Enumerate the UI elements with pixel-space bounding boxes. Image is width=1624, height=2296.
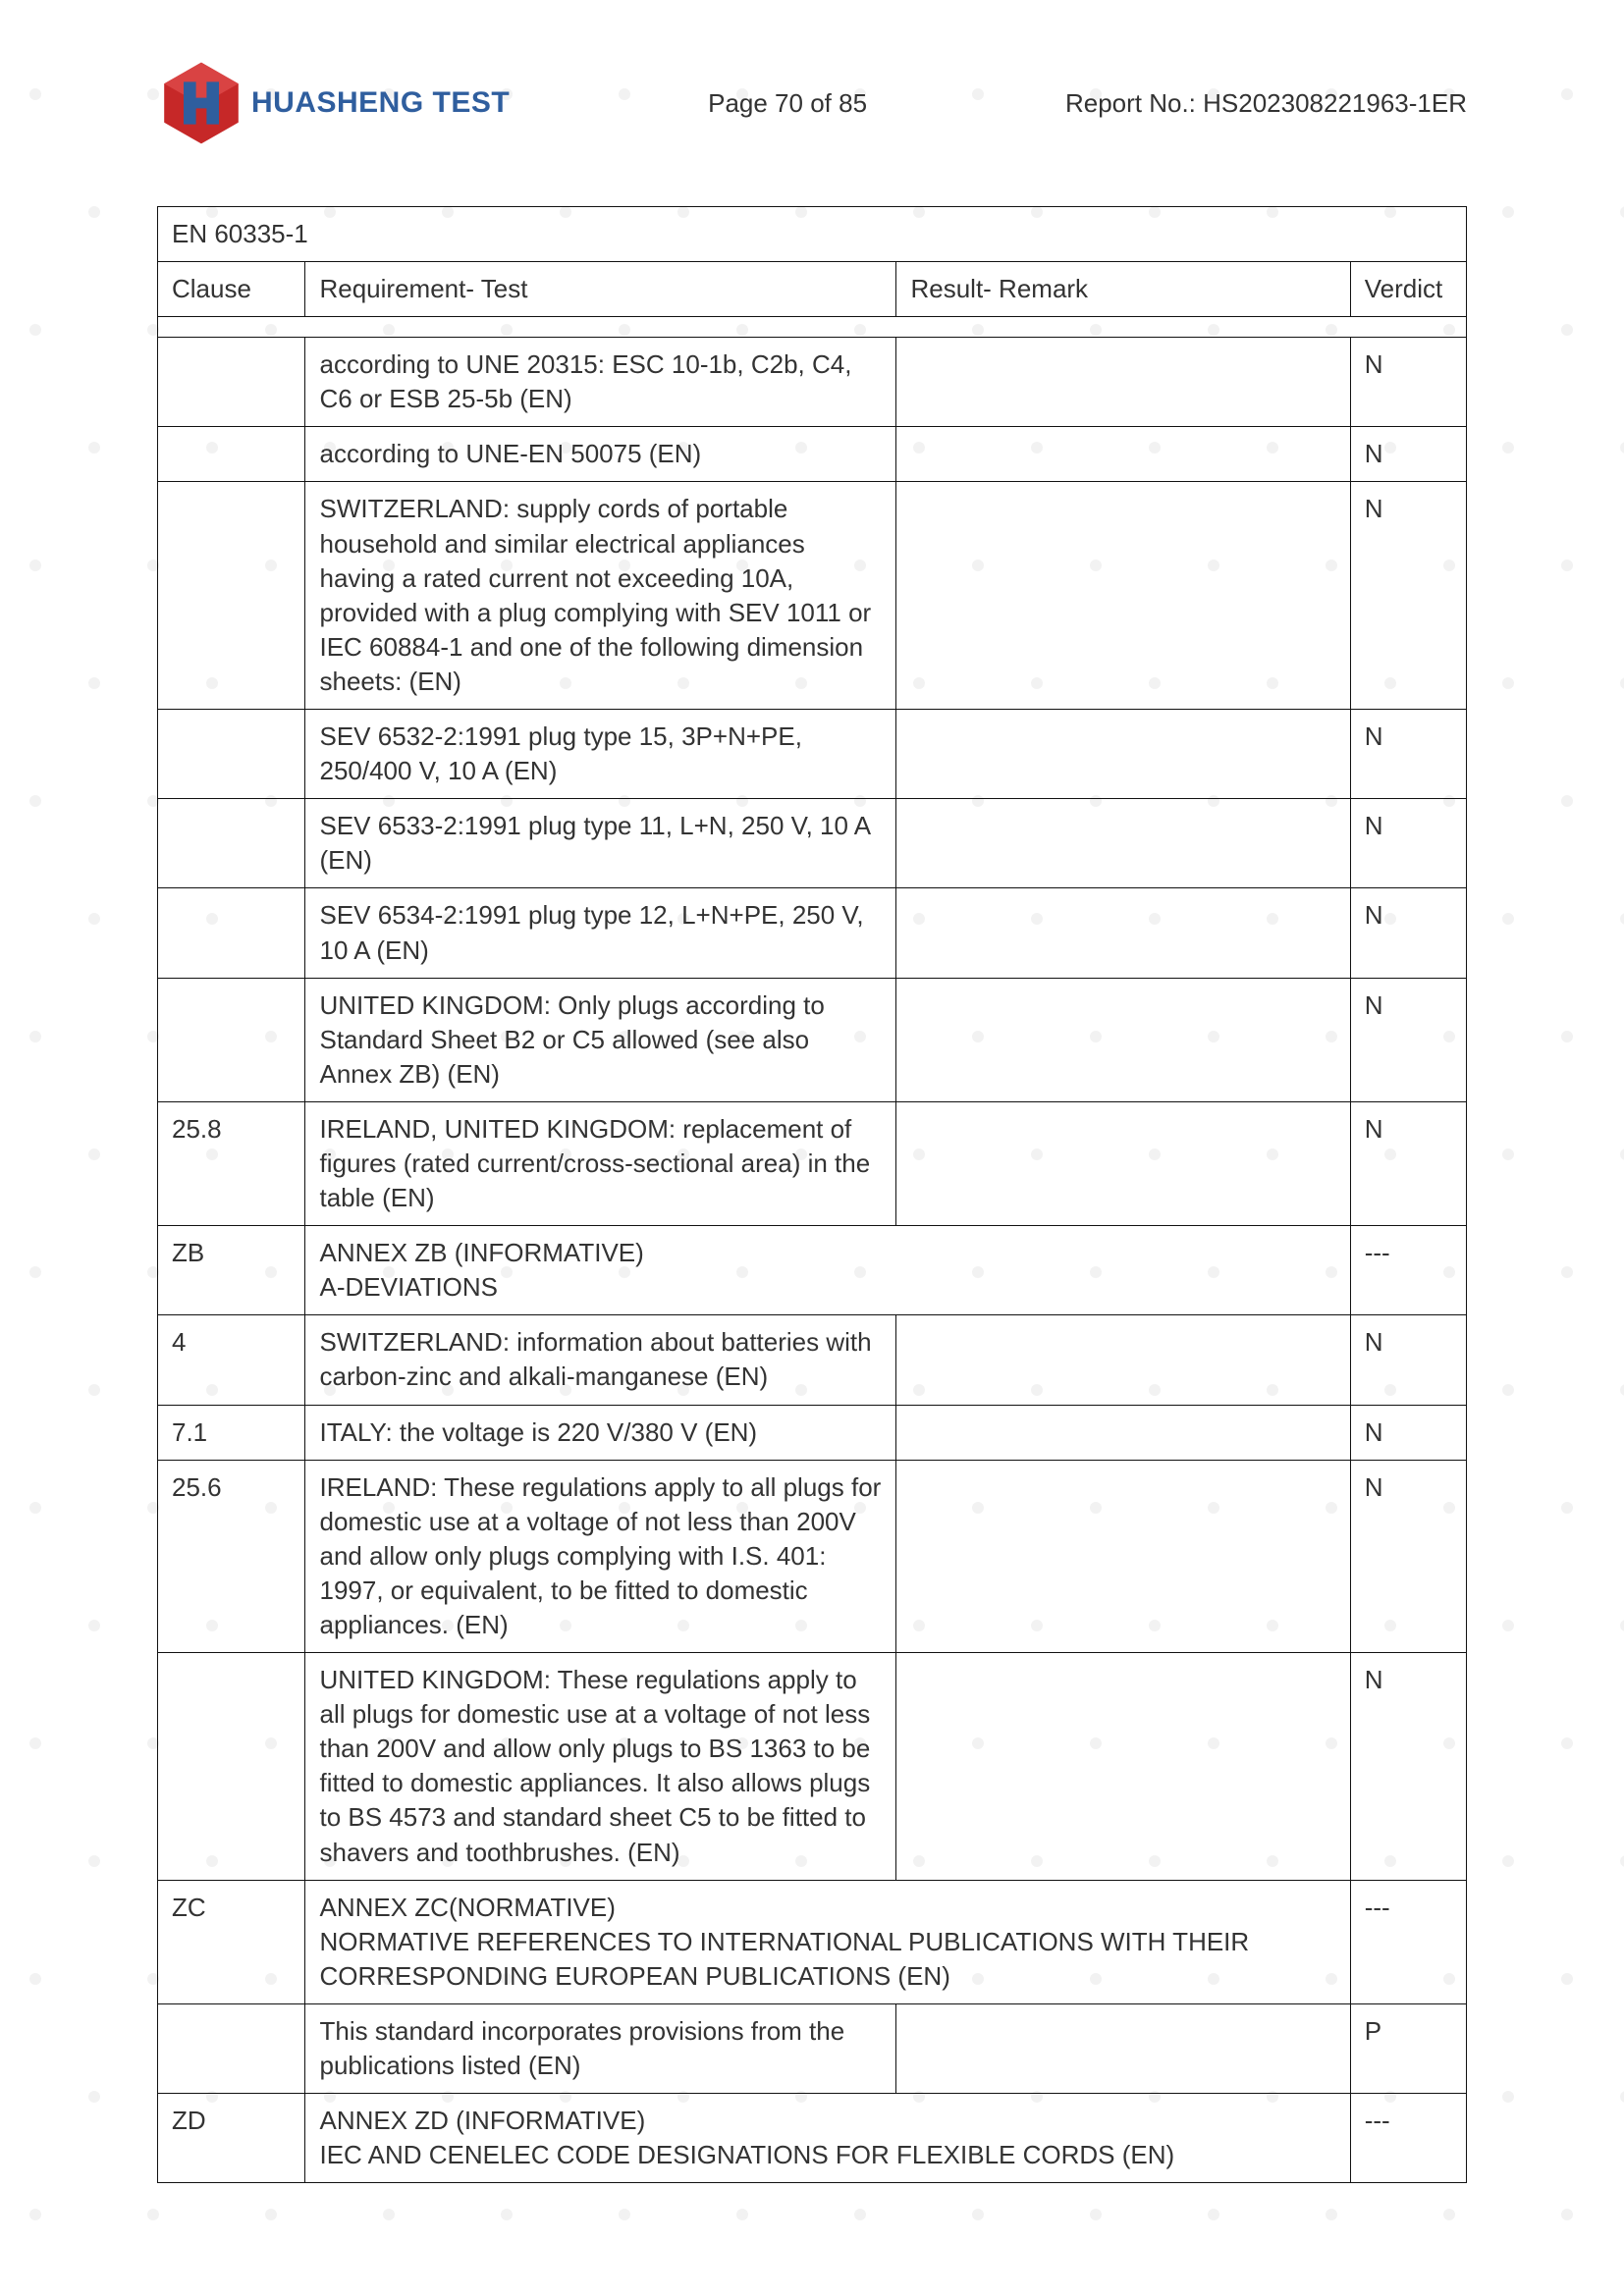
clause-cell: ZD	[158, 2094, 305, 2183]
result-cell	[896, 338, 1350, 427]
table-row: according to UNE-EN 50075 (EN) N	[158, 427, 1467, 482]
table-row: 25.8IRELAND, UNITED KINGDOM: replacement…	[158, 1101, 1467, 1225]
result-cell	[896, 888, 1350, 978]
verdict-cell: N	[1350, 427, 1466, 482]
clause-cell	[158, 710, 305, 799]
result-cell	[896, 1315, 1350, 1405]
clause-cell: 4	[158, 1315, 305, 1405]
table-title: EN 60335-1	[158, 207, 1467, 262]
content: HUASHENG TEST Page 70 of 85 Report No.: …	[157, 59, 1467, 2183]
requirement-cell: ANNEX ZD (INFORMATIVE) IEC AND CENELEC C…	[305, 2094, 1350, 2183]
table-row: SEV 6532-2:1991 plug type 15, 3P+N+PE, 2…	[158, 710, 1467, 799]
requirement-cell: ITALY: the voltage is 220 V/380 V (EN)	[305, 1405, 896, 1460]
requirement-cell: ANNEX ZC(NORMATIVE) NORMATIVE REFERENCES…	[305, 1880, 1350, 2003]
logo-icon	[157, 59, 245, 147]
requirement-cell: SEV 6534-2:1991 plug type 12, L+N+PE, 25…	[305, 888, 896, 978]
clause-cell	[158, 888, 305, 978]
page: HUASHENG TEST Page 70 of 85 Report No.: …	[0, 0, 1624, 2296]
requirement-cell: IRELAND: These regulations apply to all …	[305, 1460, 896, 1652]
clause-cell	[158, 482, 305, 710]
verdict-cell: N	[1350, 888, 1466, 978]
verdict-cell: N	[1350, 978, 1466, 1101]
table-row: SEV 6533-2:1991 plug type 11, L+N, 250 V…	[158, 799, 1467, 888]
verdict-cell: N	[1350, 1405, 1466, 1460]
result-cell	[896, 1653, 1350, 1881]
clause-cell: 7.1	[158, 1405, 305, 1460]
requirement-cell: SWITZERLAND: supply cords of portable ho…	[305, 482, 896, 710]
page-header: HUASHENG TEST Page 70 of 85 Report No.: …	[157, 59, 1467, 147]
requirement-cell: This standard incorporates provisions fr…	[305, 2003, 896, 2093]
logo-block: HUASHENG TEST	[157, 59, 510, 147]
verdict-cell: N	[1350, 1315, 1466, 1405]
col-header-verdict: Verdict	[1350, 262, 1466, 317]
table-row: 25.6IRELAND: These regulations apply to …	[158, 1460, 1467, 1652]
result-cell	[896, 482, 1350, 710]
table-row: 7.1ITALY: the voltage is 220 V/380 V (EN…	[158, 1405, 1467, 1460]
result-cell	[896, 2003, 1350, 2093]
page-number: Page 70 of 85	[708, 88, 867, 119]
col-header-result: Result- Remark	[896, 262, 1350, 317]
requirement-cell: ANNEX ZB (INFORMATIVE) A-DEVIATIONS	[305, 1226, 1350, 1315]
table-row: SEV 6534-2:1991 plug type 12, L+N+PE, 25…	[158, 888, 1467, 978]
result-cell	[896, 978, 1350, 1101]
verdict-cell: ---	[1350, 1880, 1466, 2003]
result-cell	[896, 710, 1350, 799]
verdict-cell: N	[1350, 799, 1466, 888]
col-header-clause: Clause	[158, 262, 305, 317]
verdict-cell: N	[1350, 1653, 1466, 1881]
logo-text: HUASHENG TEST	[251, 86, 510, 120]
table-row: This standard incorporates provisions fr…	[158, 2003, 1467, 2093]
clause-cell: 25.8	[158, 1101, 305, 1225]
requirement-cell: UNITED KINGDOM: These regulations apply …	[305, 1653, 896, 1881]
verdict-cell: N	[1350, 710, 1466, 799]
requirements-table: EN 60335-1 Clause Requirement- Test Resu…	[157, 206, 1467, 2183]
verdict-cell: ---	[1350, 1226, 1466, 1315]
clause-cell: ZC	[158, 1880, 305, 2003]
clause-cell	[158, 427, 305, 482]
result-cell	[896, 1460, 1350, 1652]
table-row: SWITZERLAND: supply cords of portable ho…	[158, 482, 1467, 710]
result-cell	[896, 1405, 1350, 1460]
clause-cell	[158, 2003, 305, 2093]
requirement-cell: according to UNE-EN 50075 (EN)	[305, 427, 896, 482]
result-cell	[896, 427, 1350, 482]
table-row: UNITED KINGDOM: Only plugs according to …	[158, 978, 1467, 1101]
verdict-cell: N	[1350, 482, 1466, 710]
verdict-cell: N	[1350, 1460, 1466, 1652]
table-header-row: Clause Requirement- Test Result- Remark …	[158, 262, 1467, 317]
verdict-cell: ---	[1350, 2094, 1466, 2183]
clause-cell	[158, 799, 305, 888]
clause-cell: ZB	[158, 1226, 305, 1315]
result-cell	[896, 799, 1350, 888]
table-row: according to UNE 20315: ESC 10-1b, C2b, …	[158, 338, 1467, 427]
clause-cell: 25.6	[158, 1460, 305, 1652]
table-row: UNITED KINGDOM: These regulations apply …	[158, 1653, 1467, 1881]
clause-cell	[158, 1653, 305, 1881]
table-row: ZCANNEX ZC(NORMATIVE) NORMATIVE REFERENC…	[158, 1880, 1467, 2003]
col-header-requirement: Requirement- Test	[305, 262, 896, 317]
clause-cell	[158, 338, 305, 427]
clause-cell	[158, 978, 305, 1101]
gap-row	[158, 317, 1467, 338]
requirement-cell: according to UNE 20315: ESC 10-1b, C2b, …	[305, 338, 896, 427]
requirement-cell: IRELAND, UNITED KINGDOM: replacement of …	[305, 1101, 896, 1225]
requirement-cell: SWITZERLAND: information about batteries…	[305, 1315, 896, 1405]
requirement-cell: SEV 6533-2:1991 plug type 11, L+N, 250 V…	[305, 799, 896, 888]
requirement-cell: UNITED KINGDOM: Only plugs according to …	[305, 978, 896, 1101]
table-row: 4SWITZERLAND: information about batterie…	[158, 1315, 1467, 1405]
report-number: Report No.: HS202308221963-1ER	[1065, 88, 1467, 119]
table-row: ZDANNEX ZD (INFORMATIVE) IEC AND CENELEC…	[158, 2094, 1467, 2183]
verdict-cell: N	[1350, 1101, 1466, 1225]
table-row: ZBANNEX ZB (INFORMATIVE) A-DEVIATIONS---	[158, 1226, 1467, 1315]
requirement-cell: SEV 6532-2:1991 plug type 15, 3P+N+PE, 2…	[305, 710, 896, 799]
verdict-cell: P	[1350, 2003, 1466, 2093]
result-cell	[896, 1101, 1350, 1225]
verdict-cell: N	[1350, 338, 1466, 427]
table-title-row: EN 60335-1	[158, 207, 1467, 262]
